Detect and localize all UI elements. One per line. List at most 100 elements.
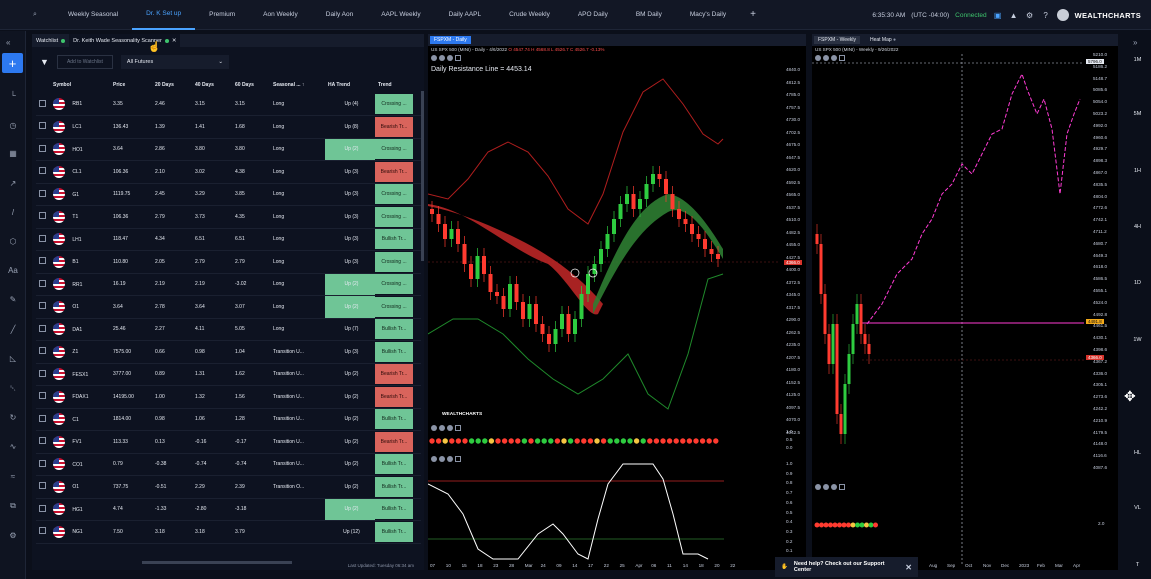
timeframe-5m[interactable]: 5M xyxy=(1133,111,1142,117)
timeframe-1m[interactable]: 1M xyxy=(1133,57,1142,63)
symbol-cell[interactable]: FV1 xyxy=(50,430,110,454)
calendar-icon[interactable]: ▦ xyxy=(9,149,17,158)
table-row[interactable]: HG1 4.74 -1.33 -2.80 -3.18 Up (2) Bullish Tr..… xyxy=(36,498,421,521)
symbol-cell[interactable]: CO1 xyxy=(50,453,110,476)
tab-daily-aon[interactable]: Daily Aon xyxy=(325,11,354,18)
ruler-icon[interactable]: ╱ xyxy=(10,325,16,334)
daily-chart-canvas[interactable] xyxy=(428,34,806,570)
settings-icon[interactable]: ⚙ xyxy=(9,531,17,540)
timeframe-1h[interactable]: 1H xyxy=(1133,168,1142,174)
close-icon[interactable]: ✕ xyxy=(171,37,177,44)
add-indicator-icon[interactable] xyxy=(839,484,845,490)
symbol-cell[interactable]: HG1 xyxy=(50,498,110,521)
col-40-days[interactable]: 40 Days xyxy=(195,82,214,88)
row-checkbox[interactable] xyxy=(39,122,46,130)
row-checkbox[interactable] xyxy=(39,324,46,332)
save-icon[interactable]: ▣ xyxy=(993,10,1002,20)
symbol-cell[interactable]: C1 xyxy=(50,408,110,431)
col-ha-trend[interactable]: HA Trend xyxy=(328,82,351,88)
table-row[interactable]: Z1 7575.00 0.66 0.98 1.04 Transition U... Up (… xyxy=(36,340,421,364)
row-checkbox[interactable] xyxy=(39,527,46,535)
add-indicator-icon[interactable] xyxy=(839,55,845,61)
row-checkbox[interactable] xyxy=(39,482,46,490)
tab-bm-daily[interactable]: BM Daily xyxy=(635,11,662,18)
trash-icon[interactable]: ␡ xyxy=(9,384,17,393)
add-tab-button[interactable]: + xyxy=(750,9,756,20)
symbol-cell[interactable]: CL1 xyxy=(50,160,110,184)
settings-icon[interactable] xyxy=(431,456,437,462)
table-row[interactable]: DA1 25.46 2.27 4.11 5.05 Long Up (7) Bullish Tr… xyxy=(36,318,421,341)
tab-aon-weekly[interactable]: Aon Weekly xyxy=(263,11,298,18)
add-indicator-icon[interactable] xyxy=(455,456,461,462)
symbol-cell[interactable]: LC1 xyxy=(50,115,110,139)
symbol-cell[interactable]: NG1 xyxy=(50,520,110,544)
tab-premium[interactable]: Premium xyxy=(209,11,236,18)
tab-seasonality-scanner[interactable]: Dr. Keith Wade Seasonality Scanner ✕ xyxy=(69,34,181,47)
weekly-chart-tab[interactable]: FSPXM - Weekly xyxy=(814,36,860,44)
row-checkbox[interactable] xyxy=(39,437,46,445)
symbol-cell[interactable]: T1 xyxy=(50,205,110,229)
timeframe-1d[interactable]: 1D xyxy=(1133,280,1142,286)
search-icon[interactable]: ⌕ xyxy=(33,10,37,18)
tab-aapl-weekly[interactable]: AAPL Weekly xyxy=(381,11,421,18)
symbol-cell[interactable]: O1 xyxy=(50,295,110,319)
hide-icon[interactable] xyxy=(439,425,445,431)
table-row[interactable]: NG1 7.50 3.18 3.18 3.79 Up (12) Bullish Tr... xyxy=(36,520,421,544)
row-checkbox[interactable] xyxy=(39,189,46,197)
row-checkbox[interactable] xyxy=(39,347,46,355)
symbol-cell[interactable]: B1 xyxy=(50,250,110,274)
row-checkbox[interactable] xyxy=(39,144,46,152)
remove-icon[interactable] xyxy=(447,425,453,431)
tab-dr-k-set-up[interactable]: Dr. K Set up xyxy=(132,0,196,30)
symbol-cell[interactable]: DA1 xyxy=(50,318,110,341)
remove-icon[interactable] xyxy=(831,484,837,490)
table-row[interactable]: O1 737.75 -0.51 2.29 2.39 Transition O... Up (… xyxy=(36,475,421,499)
bell-icon[interactable]: ▲ xyxy=(1009,10,1018,20)
table-row[interactable]: LC1 136.43 1.39 1.41 1.68 Long Up (8) Bearish T… xyxy=(36,115,421,139)
measure-icon[interactable]: ◺ xyxy=(9,354,17,363)
line-tool-icon[interactable]: / xyxy=(11,208,15,217)
col-seasonal[interactable]: Seasonal ... ↑ xyxy=(270,77,325,93)
tab-watchlist[interactable]: Watchlist xyxy=(32,34,69,47)
col-symbol[interactable]: Symbol xyxy=(53,82,72,88)
indicator-icon[interactable]: ∿ xyxy=(9,442,17,451)
add-indicator-icon[interactable] xyxy=(455,425,461,431)
symbol-cell[interactable]: O1 xyxy=(50,475,110,499)
row-checkbox[interactable] xyxy=(39,212,46,220)
trend-line-icon[interactable]: ↗ xyxy=(9,179,17,188)
symbol-cell[interactable]: Z1 xyxy=(50,340,110,364)
layers-icon[interactable]: ⧉ xyxy=(10,501,16,510)
weekly-chart-canvas[interactable] xyxy=(812,34,1118,570)
table-row[interactable]: T1 106.36 2.79 3.73 4.35 Long Up (3) Crossing .… xyxy=(36,205,421,229)
hide-icon[interactable] xyxy=(439,456,445,462)
row-checkbox[interactable] xyxy=(39,302,46,310)
row-checkbox[interactable] xyxy=(39,279,46,287)
table-row[interactable]: CL1 106.36 2.10 3.02 4.38 Long Up (3) Bearish T… xyxy=(36,160,421,184)
row-checkbox[interactable] xyxy=(39,99,46,107)
strategy-icon[interactable]: ≈ xyxy=(10,472,16,481)
tab-macy-s-daily[interactable]: Macy's Daily xyxy=(689,11,727,18)
add-button[interactable]: + xyxy=(2,53,23,73)
collapse-left-icon[interactable]: « xyxy=(6,38,11,47)
osc1-controls[interactable] xyxy=(431,425,461,431)
support-toast[interactable]: ✋ Need help? Check out our Support Cente… xyxy=(775,557,918,577)
add-to-watchlist-button[interactable]: Add to Watchlist xyxy=(56,55,113,69)
symbol-cell[interactable]: RR1 xyxy=(50,273,110,296)
row-checkbox[interactable] xyxy=(39,392,46,400)
remove-icon[interactable] xyxy=(447,456,453,462)
settings-icon[interactable] xyxy=(431,55,437,61)
chart-controls[interactable] xyxy=(815,55,845,61)
support-toast-text[interactable]: Need help? Check out our Support Center xyxy=(793,561,885,573)
vertical-scrollbar[interactable] xyxy=(421,91,424,261)
table-row[interactable]: RB1 3.35 2.46 3.15 3.15 Long Up (4) Crossing ..… xyxy=(36,93,421,116)
clock-icon[interactable]: ◷ xyxy=(9,121,17,130)
table-row[interactable]: B1 110.80 2.05 2.79 2.79 Long Up (3) Crossing .… xyxy=(36,250,421,274)
refresh-icon[interactable]: ↻ xyxy=(9,413,17,422)
avatar[interactable] xyxy=(1056,9,1069,21)
add-indicator-icon[interactable] xyxy=(455,55,461,61)
symbol-cell[interactable]: HO1 xyxy=(50,138,110,161)
tab-weekly-seasonal[interactable]: Weekly Seasonal xyxy=(68,11,119,18)
table-row[interactable]: O1 3.64 2.78 3.64 3.07 Long Up (2) Crossing ... xyxy=(36,295,421,319)
chart-controls[interactable] xyxy=(431,55,461,61)
tab-crude-weekly[interactable]: Crude Weekly xyxy=(509,11,550,18)
